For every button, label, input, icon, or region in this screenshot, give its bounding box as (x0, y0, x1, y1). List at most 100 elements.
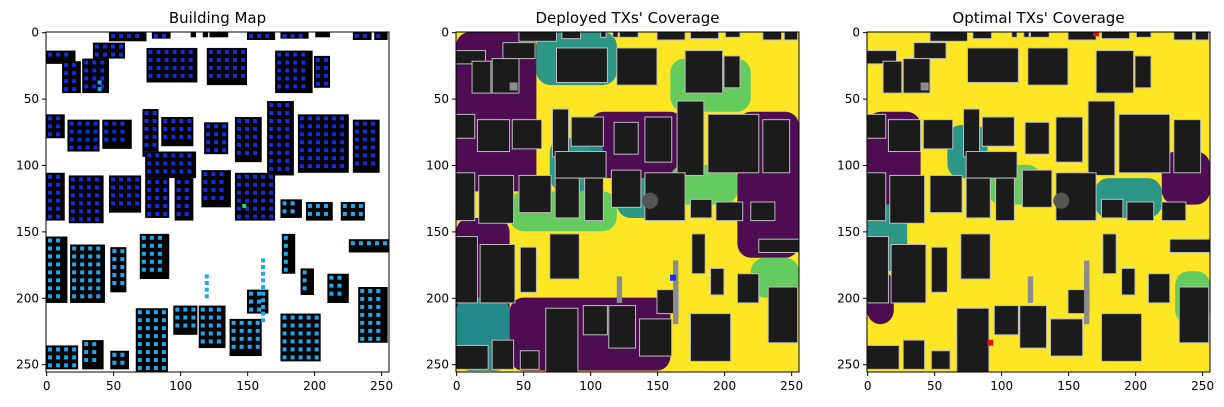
building (656, 32, 686, 41)
tx-candidate (298, 323, 303, 328)
tx-candidate (324, 140, 329, 145)
tx-candidate (299, 132, 304, 137)
tx-candidate (200, 339, 205, 344)
tx-candidate (78, 201, 83, 206)
building (92, 42, 126, 59)
tx-candidate (293, 60, 298, 65)
tx-candidate (70, 193, 75, 198)
tx-candidate (48, 355, 53, 360)
tx-candidate (145, 326, 150, 331)
building (913, 42, 947, 60)
tx-candidate (48, 246, 53, 251)
tx-candidate (206, 132, 211, 137)
building (867, 344, 900, 370)
tx-candidate (72, 254, 77, 259)
tx-candidate (261, 206, 266, 211)
building (300, 268, 314, 295)
tx-candidate (285, 76, 290, 81)
tx-candidate (224, 65, 229, 70)
tx-candidate (70, 177, 75, 182)
tx-candidate (368, 320, 373, 325)
tx-candidate (269, 142, 274, 147)
building (313, 55, 331, 88)
y-tick-label: 0 (31, 26, 39, 40)
tx-candidate (340, 156, 345, 161)
tx-candidate (257, 307, 262, 312)
tx-candidate (368, 328, 373, 333)
tx-candidate (144, 111, 149, 116)
tx-candidate (269, 134, 274, 139)
tx-candidate (244, 198, 249, 203)
tx-candidate (282, 331, 287, 336)
x-tick-label: 50 (106, 379, 121, 393)
tx-candidate (152, 118, 157, 123)
y-tick-label: 150 (16, 225, 39, 239)
tx-candidate (374, 241, 379, 246)
tx-candidate (163, 188, 168, 193)
building (887, 119, 922, 153)
building (644, 116, 673, 163)
tx-candidate (163, 126, 168, 131)
tx-candidate (172, 65, 177, 70)
tx-candidate (92, 60, 97, 65)
tx-candidate (208, 315, 213, 320)
tx-candidate (362, 129, 367, 134)
tx-candidate (329, 291, 334, 296)
tx-candidate (204, 287, 209, 292)
tx-candidate (110, 52, 115, 57)
tx-candidate (236, 118, 241, 123)
building (1100, 198, 1124, 219)
tx-candidate (112, 360, 117, 365)
tx-candidate (56, 347, 61, 352)
building (922, 119, 954, 150)
tx-candidate (261, 174, 266, 179)
tx-candidate (261, 304, 266, 309)
x-tick-label: 100 (990, 379, 1013, 393)
building (202, 32, 209, 38)
building (46, 345, 79, 370)
building (519, 350, 540, 370)
building (478, 174, 515, 224)
tx-candidate (203, 188, 208, 193)
building (280, 313, 321, 362)
tx-candidate (120, 137, 125, 142)
tx-candidate (354, 145, 359, 150)
tx-candidate (200, 323, 205, 328)
tx-candidate (261, 258, 266, 263)
tx-candidate (253, 118, 258, 123)
tx-candidate (120, 129, 125, 134)
tx-candidate (187, 161, 192, 166)
building (456, 113, 476, 139)
tx-candidate (179, 161, 184, 166)
tx-candidate (290, 355, 295, 360)
tx-candidate (269, 150, 274, 155)
building (736, 273, 760, 304)
tx-candidate (147, 188, 152, 193)
tx-candidate (324, 156, 329, 161)
tx-candidate (222, 140, 227, 145)
tx-candidate (56, 363, 61, 368)
building (1194, 32, 1210, 41)
tx-candidate (368, 312, 373, 317)
tx-candidate (80, 262, 85, 267)
tx-candidate (92, 84, 97, 89)
building (707, 113, 760, 174)
tx-candidate (78, 209, 83, 214)
tx-candidate (236, 190, 241, 195)
tx-marker (670, 274, 677, 281)
y-tick-label: 250 (426, 358, 449, 372)
tx-candidate (277, 150, 282, 155)
tx-candidate (147, 196, 152, 201)
tx-candidate (80, 246, 85, 251)
tx-candidate (269, 166, 274, 171)
building (209, 32, 229, 38)
tx-candidate (144, 142, 149, 147)
tx-candidate (94, 193, 99, 198)
tx-candidate (188, 73, 193, 78)
tx-candidate (85, 137, 90, 142)
tx-candidate (145, 366, 150, 371)
tx-candidate (187, 153, 192, 158)
tx-candidate (161, 33, 166, 38)
tx-candidate (301, 84, 306, 89)
tx-candidate (340, 148, 345, 153)
